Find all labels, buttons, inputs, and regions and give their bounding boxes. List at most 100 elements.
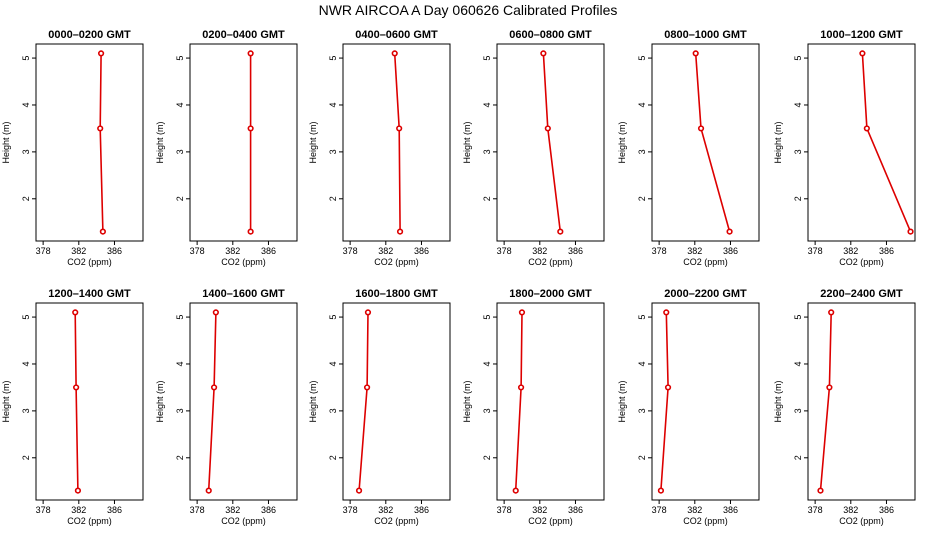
x-tick-label: 382 bbox=[843, 246, 858, 256]
x-axis-label: CO2 (ppm) bbox=[683, 257, 728, 267]
plot-frame bbox=[189, 302, 298, 501]
y-tick-label: 5 bbox=[328, 56, 338, 61]
chart-title: NWR AIRCOA A Day 060626 Calibrated Profi… bbox=[319, 2, 618, 18]
profile-point bbox=[73, 384, 80, 391]
profile-point bbox=[512, 487, 519, 494]
profile-panel: 0200–0400 GMT 378 382 386 2 3 4 5 CO2 (ppm) Heigh… bbox=[155, 29, 298, 267]
panel-title: 0600–0800 GMT bbox=[509, 29, 592, 41]
plot-frame bbox=[35, 302, 144, 501]
y-tick-label: 5 bbox=[637, 56, 647, 61]
profile-point bbox=[664, 384, 672, 391]
x-tick-label: 378 bbox=[343, 505, 358, 515]
profile-point bbox=[518, 309, 526, 316]
profile-point bbox=[212, 309, 219, 316]
profile-line bbox=[660, 312, 669, 491]
y-tick-label: 4 bbox=[328, 102, 338, 107]
plot-frame bbox=[342, 43, 451, 242]
y-tick-label: 3 bbox=[328, 408, 338, 413]
profile-point bbox=[697, 125, 705, 132]
y-tick-label: 4 bbox=[637, 361, 647, 366]
x-tick-label: 378 bbox=[343, 246, 358, 256]
y-tick-label: 2 bbox=[328, 455, 338, 460]
profile-point bbox=[396, 125, 403, 132]
y-tick-label: 2 bbox=[637, 455, 647, 460]
y-axis-label: Height (m) bbox=[1, 121, 11, 163]
y-tick-label: 2 bbox=[21, 455, 31, 460]
y-tick-label: 4 bbox=[175, 102, 185, 107]
plot-frame bbox=[189, 43, 298, 242]
x-tick-label: 386 bbox=[568, 246, 583, 256]
x-tick-label: 378 bbox=[808, 505, 823, 515]
profile-line bbox=[542, 53, 562, 232]
x-tick-label: 386 bbox=[261, 505, 276, 515]
y-tick-label: 2 bbox=[637, 196, 647, 201]
panel-title: 2200–2400 GMT bbox=[820, 288, 903, 300]
profile-panel: 0000–0200 GMT 378 382 386 2 3 4 5 CO2 (ppm) Heigh… bbox=[1, 29, 144, 267]
profile-point bbox=[97, 125, 104, 132]
panel-title: 1000–1200 GMT bbox=[820, 29, 903, 41]
x-axis-label: CO2 (ppm) bbox=[374, 257, 419, 267]
profile-point bbox=[247, 228, 254, 235]
panel-title: 1800–2000 GMT bbox=[509, 288, 592, 300]
x-axis-label: CO2 (ppm) bbox=[221, 257, 266, 267]
plot-frame bbox=[807, 302, 916, 501]
x-tick-label: 378 bbox=[190, 505, 205, 515]
profile-point bbox=[74, 487, 82, 494]
y-tick-label: 3 bbox=[637, 149, 647, 154]
profile-point bbox=[205, 487, 212, 494]
x-tick-label: 382 bbox=[687, 505, 702, 515]
y-tick-label: 4 bbox=[793, 361, 803, 366]
x-tick-label: 378 bbox=[652, 505, 667, 515]
x-tick-label: 382 bbox=[687, 246, 702, 256]
panel-title: 0800–1000 GMT bbox=[664, 29, 747, 41]
profile-point bbox=[363, 384, 371, 391]
y-tick-label: 4 bbox=[175, 361, 185, 366]
x-axis-label: CO2 (ppm) bbox=[67, 516, 112, 526]
x-axis-label: CO2 (ppm) bbox=[683, 516, 728, 526]
x-tick-label: 382 bbox=[225, 246, 240, 256]
y-tick-label: 5 bbox=[793, 315, 803, 320]
x-tick-label: 386 bbox=[414, 246, 429, 256]
y-tick-label: 5 bbox=[482, 315, 492, 320]
x-axis-label: CO2 (ppm) bbox=[839, 516, 884, 526]
panel-title: 0400–0600 GMT bbox=[355, 29, 438, 41]
profile-panel: 0600–0800 GMT 378 382 386 2 3 4 5 CO2 (ppm) Heigh… bbox=[462, 29, 605, 267]
x-axis-label: CO2 (ppm) bbox=[528, 257, 573, 267]
plot-frame bbox=[35, 43, 144, 242]
y-tick-label: 3 bbox=[637, 408, 647, 413]
y-tick-label: 2 bbox=[175, 196, 185, 201]
y-tick-label: 5 bbox=[175, 56, 185, 61]
x-tick-label: 378 bbox=[497, 505, 512, 515]
profile-point bbox=[663, 309, 670, 316]
plot-frame bbox=[342, 302, 451, 501]
x-tick-label: 378 bbox=[36, 505, 51, 515]
y-tick-label: 5 bbox=[175, 315, 185, 320]
profile-point bbox=[828, 309, 835, 316]
profile-point bbox=[210, 384, 218, 391]
x-tick-label: 382 bbox=[843, 505, 858, 515]
panel-title: 0200–0400 GMT bbox=[202, 29, 285, 41]
profile-point bbox=[97, 50, 105, 57]
profile-point bbox=[726, 228, 733, 235]
y-tick-label: 3 bbox=[328, 149, 338, 154]
x-tick-label: 378 bbox=[652, 246, 667, 256]
profile-point bbox=[99, 228, 106, 235]
y-tick-label: 3 bbox=[175, 149, 185, 154]
x-tick-label: 382 bbox=[225, 505, 240, 515]
x-tick-label: 386 bbox=[261, 246, 276, 256]
profile-panel: 1000–1200 GMT 378 382 386 2 3 4 5 CO2 (ppm) Heigh… bbox=[773, 29, 916, 267]
y-tick-label: 2 bbox=[482, 196, 492, 201]
x-tick-label: 382 bbox=[71, 505, 86, 515]
y-axis-label: Height (m) bbox=[308, 380, 318, 422]
y-tick-label: 3 bbox=[21, 408, 31, 413]
profile-point bbox=[72, 309, 79, 316]
profile-panel: 2200–2400 GMT 378 382 386 2 3 4 5 CO2 (ppm) Heigh… bbox=[773, 288, 916, 526]
profile-point bbox=[692, 50, 699, 57]
profile-point bbox=[517, 384, 525, 391]
profile-panel: 0400–0600 GMT 378 382 386 2 3 4 5 CO2 (ppm) Heigh… bbox=[308, 29, 451, 267]
profile-point bbox=[544, 125, 551, 132]
plot-frame bbox=[651, 302, 760, 501]
y-tick-label: 3 bbox=[793, 408, 803, 413]
y-axis-label: Height (m) bbox=[773, 121, 783, 163]
